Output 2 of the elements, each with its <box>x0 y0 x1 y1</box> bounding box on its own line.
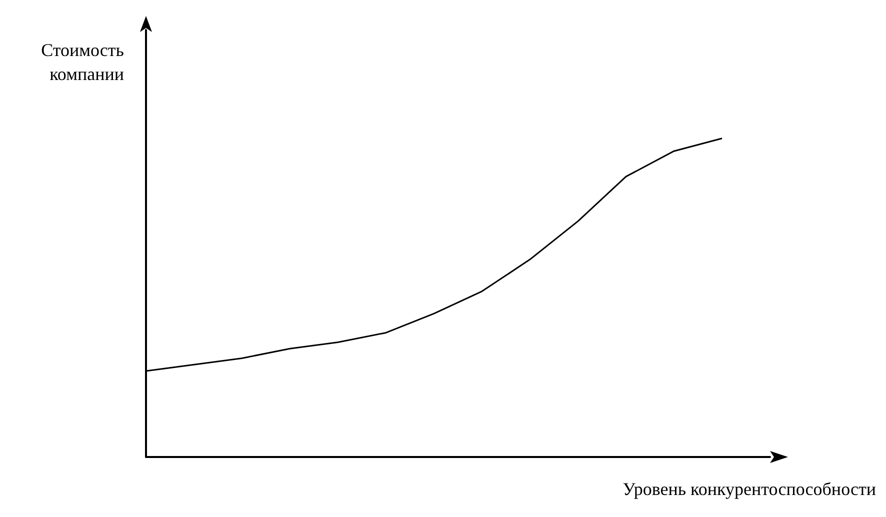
y-axis-title: Стоимость компании <box>41 40 124 84</box>
x-axis-title: Уровень конкурентоспособности <box>622 479 876 499</box>
